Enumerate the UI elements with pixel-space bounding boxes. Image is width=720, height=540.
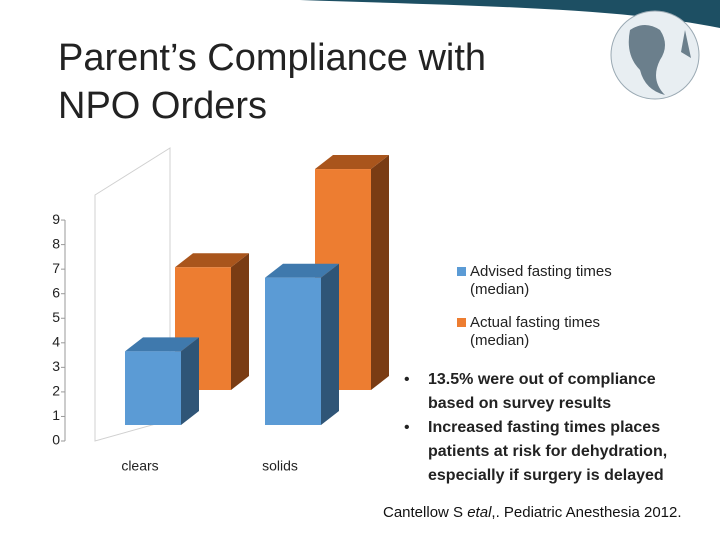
- citation-italic: etal: [467, 504, 492, 521]
- bar-top: [315, 155, 389, 170]
- citation-text: Cantellow S: [383, 504, 468, 521]
- bar: [125, 337, 199, 425]
- legend-item: Advised fasting times (median): [457, 263, 657, 299]
- citation: Cantellow S etal,. Pediatric Anesthesia …: [383, 504, 682, 521]
- legend-swatch: [457, 267, 466, 276]
- bar-side: [371, 155, 389, 390]
- y-tick-label: 3: [52, 358, 60, 374]
- x-tick-label: clears: [121, 458, 158, 474]
- bar: [315, 155, 389, 390]
- globe-logo: [610, 10, 700, 100]
- citation-text: ,. Pediatric Anesthesia 2012.: [491, 504, 682, 521]
- y-tick-label: 2: [52, 383, 60, 399]
- bar-side: [231, 253, 249, 390]
- bar-side: [181, 337, 199, 425]
- legend-item: Actual fasting times (median): [457, 314, 657, 350]
- bar-top: [175, 253, 249, 268]
- bar: [175, 253, 249, 390]
- bullet: Increased fasting times places patients …: [400, 416, 700, 488]
- y-tick-label: 4: [52, 334, 60, 350]
- bar-top: [125, 337, 199, 352]
- y-tick-label: 1: [52, 407, 60, 423]
- legend-label: Actual fasting times (median): [470, 314, 601, 349]
- top-stripe: [300, 0, 720, 28]
- x-tick-label: solids: [262, 458, 298, 474]
- bullet-list: 13.5% were out of compliance based on su…: [400, 368, 700, 488]
- bar-front: [265, 277, 321, 425]
- y-tick-label: 5: [52, 309, 60, 325]
- y-tick-label: 9: [52, 211, 60, 227]
- legend-swatch: [457, 318, 466, 327]
- legend-label: Advised fasting times (median): [470, 263, 612, 298]
- slide-title: Parent’s Compliance with NPO Orders: [58, 37, 487, 127]
- y-tick-label: 7: [52, 260, 60, 276]
- bar: [265, 263, 339, 425]
- y-tick-label: 8: [52, 235, 60, 251]
- y-tick-label: 0: [52, 432, 60, 448]
- bar-top: [265, 263, 339, 278]
- y-tick-label: 6: [52, 284, 60, 300]
- bar-front: [125, 351, 181, 425]
- bullet: 13.5% were out of compliance based on su…: [400, 368, 700, 416]
- bar-side: [321, 263, 339, 425]
